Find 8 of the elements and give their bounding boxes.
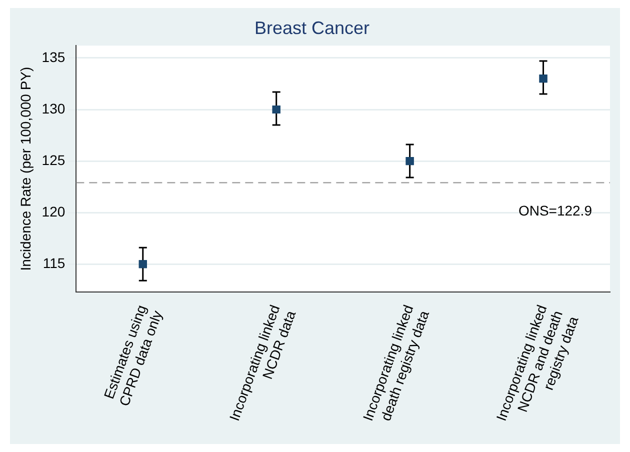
y-tick-label: 115 [42,254,66,271]
y-tick-label: 130 [42,100,66,116]
y-tick-label: 125 [42,152,66,168]
y-axis-title: Incidence Rate (per 100,000 PY) [17,66,34,271]
y-tick-label: 135 [42,48,66,65]
y-tick-label: 120 [42,203,66,220]
ref-line-label: ONS=122.9 [518,202,592,219]
chart-title: Breast Cancer [254,18,370,38]
